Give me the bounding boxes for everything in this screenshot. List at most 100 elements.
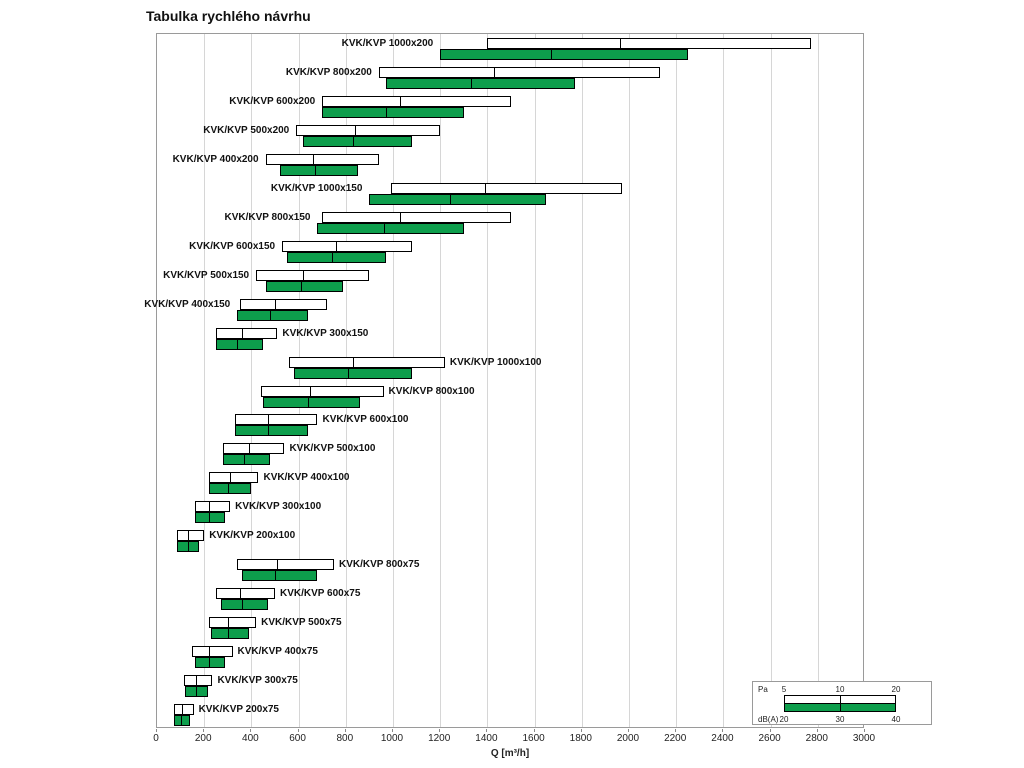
pa-bar-mid-tick: [494, 67, 496, 77]
pa-bar: [487, 38, 811, 49]
pa-bar-mid-tick: [249, 444, 251, 454]
gridline: [393, 34, 394, 727]
dba-bar: [220, 599, 268, 611]
x-axis: 0 200 400 600 800 1000 1200 1400 1600 1800 2000 220…: [153, 729, 875, 745]
dba-bar: [216, 338, 264, 350]
pa-bar-mid-tick: [239, 589, 241, 599]
x-tick-mark: [439, 729, 441, 732]
row-label: KVK/KVP 300x150: [282, 327, 369, 339]
x-tick-mark: [533, 729, 535, 732]
x-tick-label: 1000: [380, 733, 404, 744]
pa-bar: [216, 588, 275, 600]
legend-mid-tick: [840, 696, 841, 703]
x-tick-mark: [156, 729, 157, 732]
dba-bar-mid-tick: [208, 658, 210, 668]
dba-bar: [263, 396, 360, 408]
legend-dba-tick: 30: [835, 715, 845, 724]
x-tick-label: 400: [242, 733, 259, 744]
pa-bar-mid-tick: [277, 560, 279, 570]
pa-bar: [265, 153, 379, 165]
dba-bar-mid-tick: [470, 78, 472, 88]
row-label: KVK/KVP 1000x200: [341, 38, 434, 49]
dba-bar-mid-tick: [244, 455, 246, 465]
pa-bar-mid-tick: [303, 270, 305, 280]
dba-bar: [241, 570, 318, 582]
dba-bar-mid-tick: [227, 484, 229, 494]
gridline: [817, 34, 819, 727]
x-tick-label: 0: [153, 733, 159, 744]
row-label: KVK/KVP 600x75: [280, 588, 361, 600]
x-tick-mark: [864, 729, 865, 732]
dba-bar: [173, 715, 191, 727]
pa-bar-mid-tick: [187, 531, 189, 541]
pa-bar-mid-tick: [312, 154, 314, 164]
dba-bar-mid-tick: [348, 368, 350, 378]
dba-bar-mid-tick: [270, 310, 272, 320]
gridline: [440, 34, 442, 727]
dba-bar-mid-tick: [300, 281, 302, 291]
gridline: [534, 34, 536, 727]
row-label: KVK/KVP 500x100: [289, 443, 376, 455]
x-tick-mark: [297, 729, 299, 732]
x-tick-label: 800: [336, 733, 354, 744]
row-label: KVK/KVP 500x200: [203, 124, 290, 136]
dba-bar-mid-tick: [449, 194, 451, 204]
x-tick-label: 3000: [852, 733, 876, 744]
pa-bar-mid-tick: [310, 386, 312, 396]
x-tick-label: 1200: [428, 733, 451, 744]
gridline: [204, 34, 206, 727]
x-tick-mark: [816, 729, 818, 732]
x-tick-mark: [392, 729, 393, 732]
pa-bar: [173, 704, 194, 716]
dba-bar: [286, 251, 386, 263]
row-label: KVK/KVP 400x200: [172, 153, 259, 165]
pa-bar-mid-tick: [208, 647, 210, 657]
pa-bar-mid-tick: [267, 415, 269, 425]
x-tick-mark: [486, 729, 488, 732]
dba-bar: [293, 367, 412, 379]
gridline: [487, 34, 489, 727]
gridline: [298, 34, 300, 727]
row-label: KVK/KVP 200x100: [209, 530, 296, 542]
row-label: KVK/KVP 300x100: [235, 501, 322, 513]
gridline: [676, 34, 678, 727]
plot-area: KVK/KVP 1000x200 KVK/KVP 800x200 KVK/KVP 6…: [144, 33, 864, 728]
dba-bar-mid-tick: [315, 165, 317, 175]
row-label: KVK/KVP 800x75: [339, 559, 420, 571]
row-label: KVK/KVP 300x75: [217, 675, 298, 687]
x-tick-label: 2200: [664, 733, 687, 744]
pa-bar-mid-tick: [352, 357, 354, 367]
dba-bar-mid-tick: [308, 397, 310, 407]
pa-bar-mid-tick: [336, 241, 338, 251]
gridline: [345, 34, 347, 727]
dba-bar: [322, 106, 464, 118]
dba-bar-mid-tick: [180, 716, 182, 726]
pa-bar: [289, 356, 445, 368]
pa-bar: [282, 240, 412, 252]
dba-bar-mid-tick: [208, 513, 210, 523]
dba-bar: [194, 657, 226, 669]
dba-bar: [208, 483, 252, 495]
pa-bar: [216, 327, 278, 339]
x-tick-label: 1800: [569, 733, 592, 744]
dba-bar: [303, 135, 412, 147]
pa-bar-mid-tick: [400, 96, 402, 106]
row-label: KVK/KVP 600x200: [229, 95, 316, 107]
row-label: KVK/KVP 200x75: [198, 704, 279, 716]
pa-bar: [192, 646, 233, 658]
pa-bar: [237, 559, 334, 571]
pa-bar: [208, 617, 257, 629]
pa-bar-mid-tick: [241, 328, 243, 338]
pa-bar: [390, 182, 622, 194]
gridline: [770, 34, 772, 727]
row-label: KVK/KVP 600x150: [189, 240, 276, 252]
dba-bar-mid-tick: [237, 339, 239, 349]
gridline: [629, 34, 630, 727]
pa-bar-mid-tick: [485, 183, 487, 193]
legend-dba-bar: [784, 703, 896, 712]
dba-bar-mid-tick: [241, 600, 243, 610]
pa-bar-mid-tick: [195, 676, 197, 686]
row-label: KVK/KVP 400x100: [263, 472, 350, 484]
x-tick-mark: [675, 729, 677, 732]
